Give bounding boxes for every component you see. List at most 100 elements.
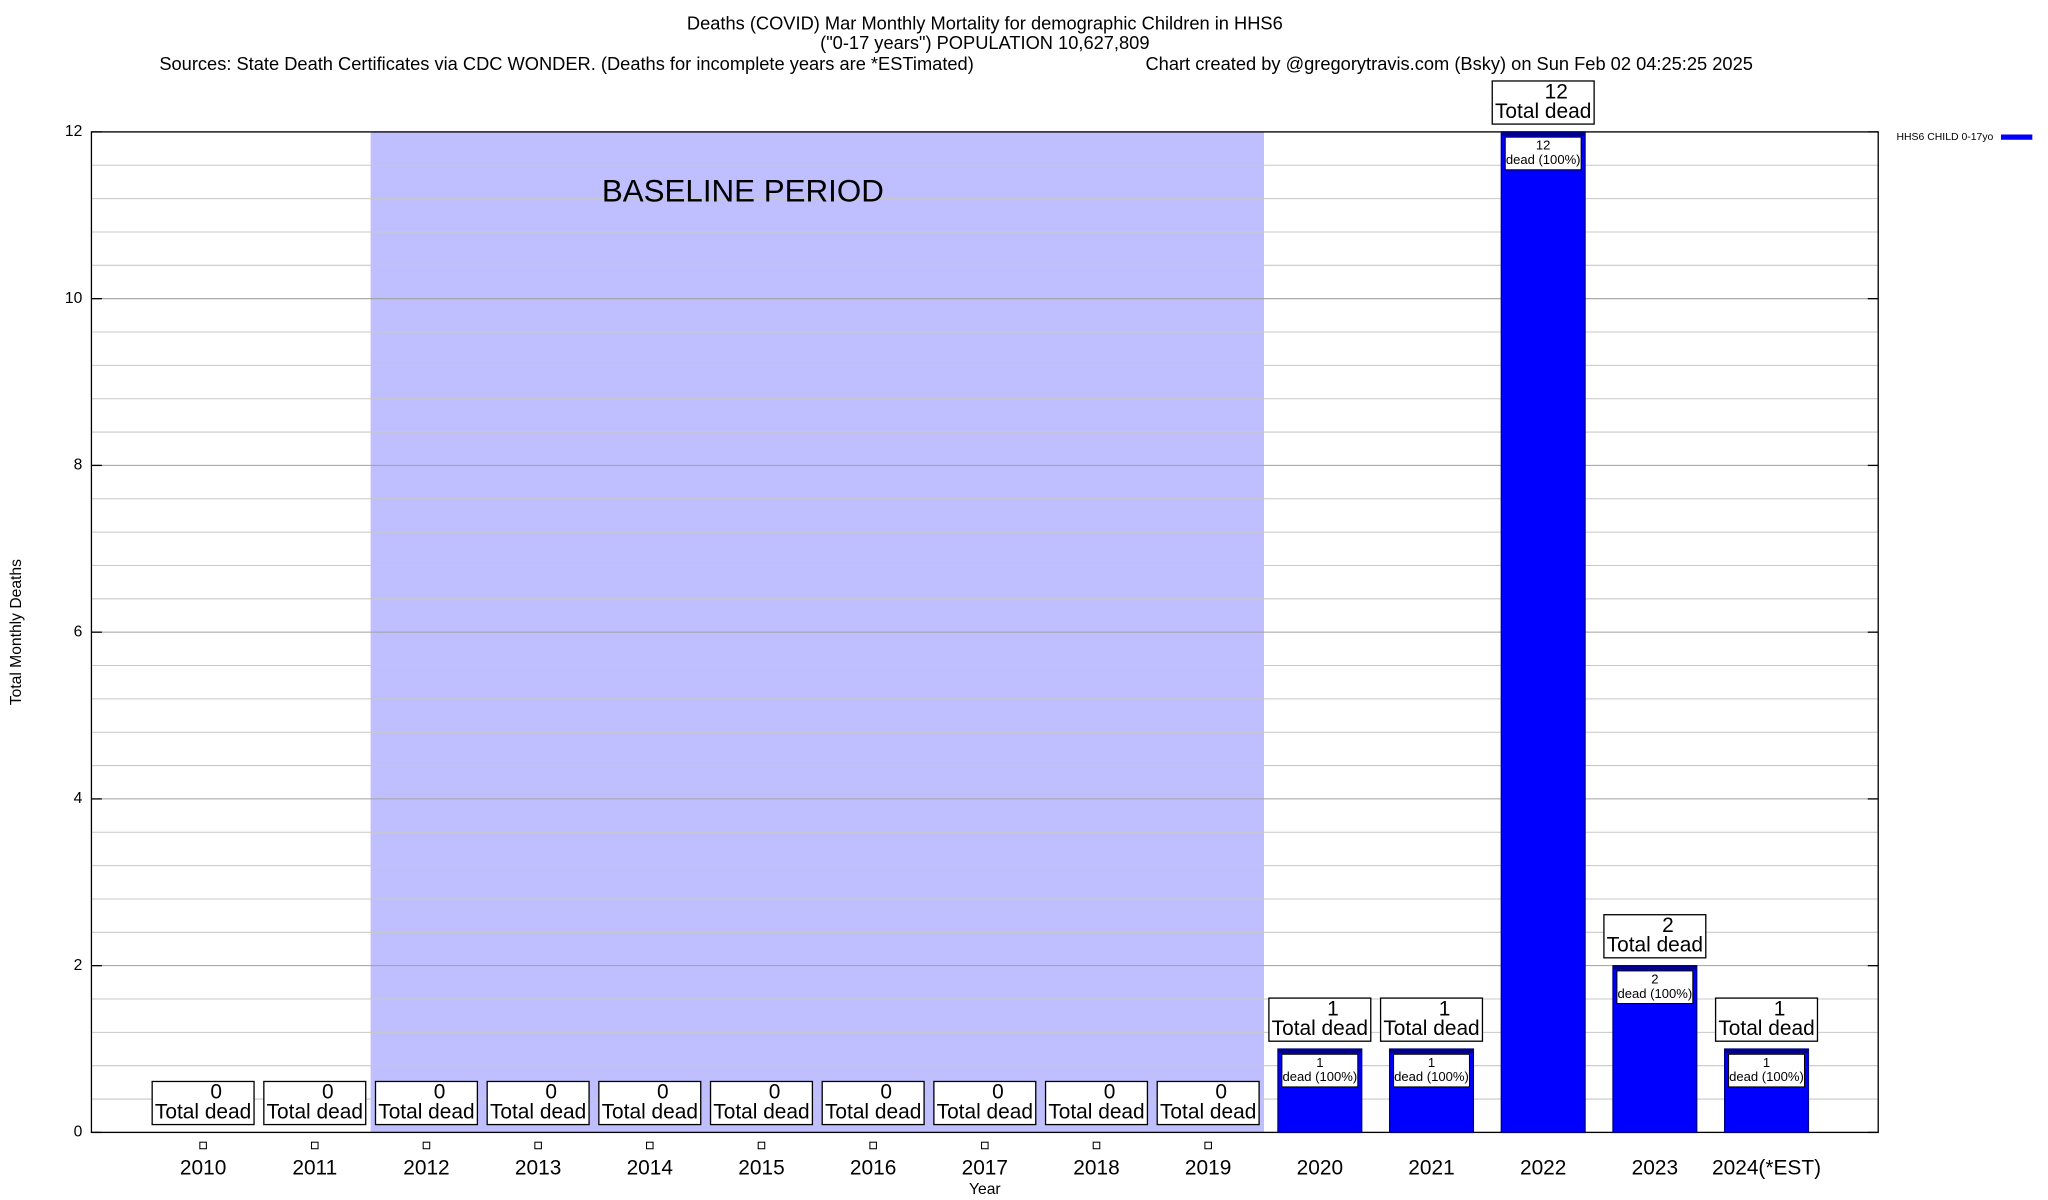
total-label-box: [821, 1080, 925, 1126]
total-text-label: Total dead: [602, 1100, 698, 1123]
x-tick-label: 2011: [292, 1156, 337, 1179]
total-text-label: Total dead: [1048, 1100, 1144, 1123]
inner-text-label: dead (100%): [1394, 1069, 1469, 1084]
x-tick-label: 2017: [962, 1156, 1008, 1179]
bar: [310, 1141, 319, 1150]
x-tick-label: 2012: [403, 1156, 449, 1179]
y-tick-label: 12: [65, 123, 82, 140]
total-text-label: Total dead: [713, 1100, 809, 1123]
chart-subtitle: ("0-17 years") POPULATION 10,627,809: [820, 32, 1149, 53]
y-tick-label: 6: [74, 623, 83, 640]
inner-text-label: dead (100%): [1729, 1069, 1804, 1084]
total-label-box: [1379, 997, 1484, 1042]
bar: [646, 1141, 654, 1150]
inner-label-box: [1393, 1053, 1470, 1088]
bar: [534, 1141, 542, 1150]
x-tick-label: 2014: [627, 1156, 673, 1179]
x-tick-label: 2010: [180, 1156, 226, 1179]
inner-label-box: [1504, 136, 1582, 171]
inner-label-box: [1281, 1053, 1359, 1088]
y-tick-label: 10: [65, 290, 83, 307]
bar: [1092, 1141, 1101, 1150]
total-value-label: 12: [1545, 80, 1568, 103]
total-label-box: [933, 1080, 1037, 1126]
total-value-label: 0: [210, 1081, 222, 1104]
total-label-box: [1044, 1080, 1149, 1126]
total-label-box: [1156, 1080, 1260, 1126]
total-value-label: 0: [657, 1081, 669, 1104]
inner-value-label: 12: [1536, 138, 1551, 153]
total-label-box: [374, 1080, 479, 1126]
total-label-box: [1491, 80, 1595, 125]
total-value-label: 1: [1327, 997, 1339, 1020]
inner-value-label: 1: [1428, 1055, 1435, 1070]
x-tick-label: 2018: [1073, 1156, 1119, 1179]
inner-label-box: [1728, 1053, 1806, 1088]
x-tick-label: 2023: [1632, 1156, 1678, 1179]
chart-title: Deaths (COVID) Mar Monthly Mortality for…: [687, 13, 1283, 34]
bar: [981, 1141, 989, 1150]
x-tick-label: 2019: [1185, 1156, 1231, 1179]
y-tick-label: 2: [74, 957, 83, 974]
total-label-box: [151, 1080, 255, 1126]
total-text-label: Total dead: [1272, 1017, 1368, 1040]
total-value-label: 1: [1439, 997, 1451, 1020]
total-text-label: Total dead: [267, 1100, 363, 1123]
total-value-label: 0: [1104, 1081, 1116, 1104]
total-text-label: Total dead: [378, 1100, 474, 1123]
credit-note: Chart created by @gregorytravis.com (Bsk…: [1145, 53, 1752, 74]
x-tick-label: 2015: [738, 1156, 784, 1179]
y-tick-label: 0: [74, 1124, 83, 1141]
y-tick-label: 4: [74, 790, 83, 807]
x-tick-label: 2024(*EST): [1712, 1156, 1821, 1179]
source-note: Sources: State Death Certificates via CD…: [159, 53, 973, 74]
inner-text-label: dead (100%): [1506, 152, 1581, 167]
total-value-label: 0: [1215, 1081, 1227, 1104]
total-label-box: [709, 1080, 814, 1126]
x-tick-label: 2013: [515, 1156, 561, 1179]
y-axis-label: Total Monthly Deaths: [8, 559, 25, 705]
x-axis-label: Year: [969, 1181, 1001, 1198]
total-value-label: 0: [880, 1081, 892, 1104]
total-text-label: Total dead: [490, 1100, 586, 1123]
total-value-label: 1: [1774, 997, 1786, 1020]
total-label-box: [598, 1080, 702, 1126]
total-value-label: 0: [434, 1081, 446, 1104]
baseline-label: BASELINE PERIOD: [602, 174, 884, 209]
bar: [1500, 131, 1586, 1134]
inner-value-label: 1: [1316, 1055, 1323, 1070]
total-text-label: Total dead: [1495, 100, 1591, 123]
inner-text-label: dead (100%): [1282, 1069, 1357, 1084]
inner-value-label: 1: [1763, 1055, 1770, 1070]
inner-value-label: 2: [1651, 971, 1658, 986]
y-tick-label: 8: [74, 457, 83, 474]
x-tick-label: 2020: [1297, 1156, 1343, 1179]
total-text-label: Total dead: [1160, 1100, 1256, 1123]
total-value-label: 0: [322, 1081, 334, 1104]
total-label-box: [486, 1080, 590, 1126]
x-tick-label: 2016: [850, 1156, 896, 1179]
bar: [757, 1141, 766, 1150]
bar: [422, 1141, 431, 1150]
total-text-label: Total dead: [1383, 1017, 1479, 1040]
total-label-box: [263, 1080, 367, 1126]
total-label-box: [1268, 997, 1372, 1042]
x-tick-label: 2021: [1408, 1156, 1454, 1179]
bar: [199, 1141, 207, 1150]
total-text-label: Total dead: [1607, 934, 1703, 957]
inner-label-box: [1616, 970, 1694, 1005]
total-text-label: Total dead: [825, 1100, 921, 1123]
total-text-label: Total dead: [155, 1100, 251, 1123]
inner-text-label: dead (100%): [1617, 986, 1692, 1001]
x-tick-label: 2022: [1520, 1156, 1566, 1179]
bar: [869, 1141, 877, 1150]
bar: [1204, 1141, 1212, 1150]
total-value-label: 2: [1662, 914, 1674, 937]
total-value-label: 0: [992, 1081, 1004, 1104]
total-value-label: 0: [769, 1081, 781, 1104]
total-text-label: Total dead: [1718, 1017, 1814, 1040]
total-value-label: 0: [545, 1081, 557, 1104]
